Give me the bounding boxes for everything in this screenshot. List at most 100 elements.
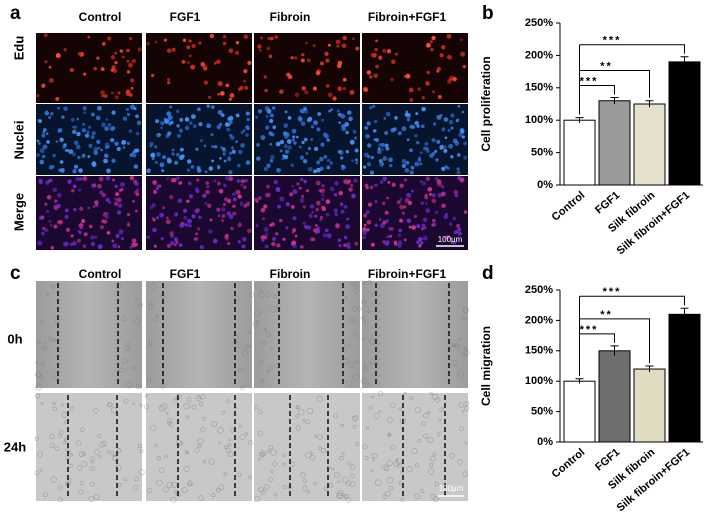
cell — [41, 83, 46, 88]
cell — [388, 486, 393, 491]
cell — [302, 205, 306, 209]
cell — [417, 438, 422, 443]
cell — [46, 292, 50, 296]
cell — [222, 41, 227, 46]
cell — [237, 194, 242, 199]
cell — [307, 166, 313, 172]
cell — [199, 138, 204, 143]
cell — [333, 193, 338, 197]
cell — [206, 123, 211, 129]
cell — [220, 113, 225, 118]
cell — [247, 228, 252, 234]
cell — [206, 185, 210, 189]
cell — [242, 237, 247, 242]
cell — [361, 280, 366, 285]
cell — [101, 122, 106, 128]
y-tick-label: 150% — [525, 82, 553, 94]
cell — [126, 141, 130, 145]
cell — [431, 223, 435, 227]
bar — [633, 368, 666, 443]
cell — [49, 433, 55, 440]
cell — [326, 138, 330, 142]
bar — [563, 119, 596, 186]
cell — [186, 397, 192, 403]
cell — [336, 44, 340, 48]
cell — [70, 453, 74, 457]
cell — [269, 118, 274, 124]
cell — [270, 132, 274, 137]
cell — [432, 394, 439, 401]
scale-bar-label: 100μm — [438, 235, 463, 244]
cell — [366, 121, 371, 126]
image-bg — [36, 33, 142, 103]
cell — [261, 238, 265, 242]
cell — [179, 223, 185, 228]
cell — [58, 429, 64, 435]
cell — [41, 154, 46, 159]
cell — [333, 413, 338, 419]
cell — [337, 480, 340, 484]
cell — [121, 315, 128, 322]
cell — [52, 406, 57, 412]
cell — [316, 229, 321, 234]
cell — [258, 292, 265, 299]
cell — [225, 237, 229, 241]
cell — [218, 441, 222, 445]
cell — [304, 225, 308, 229]
cell — [88, 496, 95, 503]
cell — [235, 113, 240, 118]
y-tick-label: 100% — [525, 375, 553, 387]
cell — [365, 210, 370, 214]
cell — [373, 413, 380, 420]
cell — [275, 141, 281, 147]
cell — [50, 165, 55, 169]
cell — [93, 66, 97, 71]
cell — [263, 235, 268, 240]
cell — [159, 162, 165, 168]
cell — [334, 181, 339, 186]
cell — [115, 234, 120, 238]
cell — [323, 486, 328, 491]
cell — [329, 186, 335, 192]
cell — [276, 167, 281, 173]
cell — [82, 106, 87, 111]
cell — [260, 207, 266, 213]
image-bg — [36, 104, 142, 175]
cell — [309, 204, 315, 209]
cell — [439, 113, 443, 117]
cell — [460, 51, 466, 57]
cell — [81, 153, 86, 158]
cell — [313, 146, 319, 152]
cell — [105, 175, 111, 181]
cell — [93, 449, 100, 456]
x-tick-label: Control — [550, 446, 588, 480]
cell — [337, 490, 344, 497]
cell — [205, 189, 210, 195]
cell — [451, 360, 458, 366]
cell — [161, 169, 165, 173]
cell — [34, 471, 39, 476]
cell — [343, 204, 348, 209]
cell — [110, 54, 116, 60]
bar — [668, 61, 701, 186]
cell — [67, 179, 72, 185]
cell — [386, 235, 390, 239]
cell — [441, 191, 446, 197]
cell — [198, 41, 202, 45]
cell — [130, 86, 134, 90]
cell — [462, 471, 468, 477]
cell — [146, 235, 151, 239]
cell — [82, 122, 86, 126]
cell — [153, 244, 157, 248]
cell — [87, 155, 91, 158]
significance-label: ** — [600, 60, 613, 72]
cell — [234, 50, 240, 55]
cell — [270, 347, 273, 350]
cell — [403, 391, 407, 395]
cell — [320, 61, 324, 66]
cell — [455, 230, 459, 234]
cell — [335, 39, 341, 45]
cell — [108, 201, 112, 204]
column-header: Control — [79, 10, 122, 24]
cell — [214, 145, 218, 149]
